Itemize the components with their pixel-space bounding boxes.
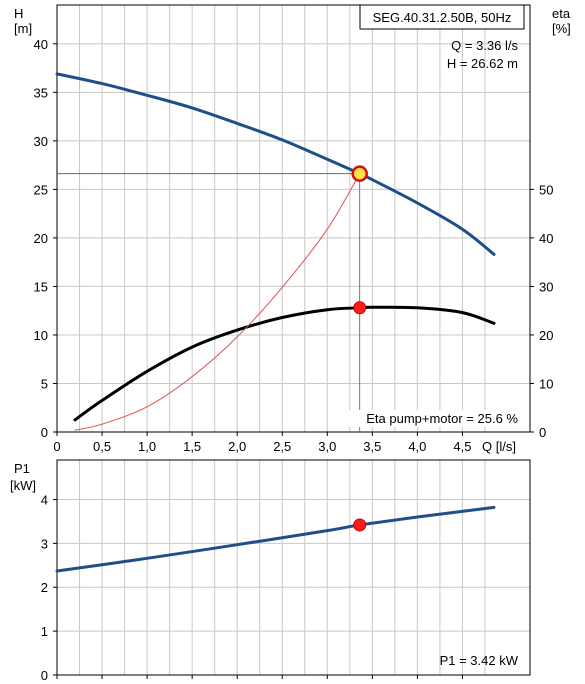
y-right-tick-label: 40	[539, 231, 553, 246]
power-tick-label: 3	[41, 536, 48, 551]
power-axis-label: P1	[14, 461, 30, 476]
power-chart-frame	[56, 459, 531, 676]
head-chart-ticks: 0 0,5 1,0 1,5 2,0 2,5 3,0 3,5 4,0 4,5 0 5 10 15 20 25 30…	[34, 37, 554, 454]
y-right-tick-label: 50	[539, 182, 553, 197]
power-annotation: P1 = 3.42 kW	[440, 653, 519, 668]
system-curve	[74, 173, 361, 431]
power-tick-label: 2	[41, 580, 48, 595]
y-left-tick-label: 0	[41, 425, 48, 440]
y-axis-right-label: eta	[552, 6, 571, 21]
x-tick-label: 0,5	[93, 439, 111, 454]
head-annotation: H = 26.62 m	[447, 56, 518, 71]
x-tick-label: 1,5	[183, 439, 201, 454]
y-left-tick-label: 40	[34, 37, 48, 52]
y-left-tick-label: 30	[34, 134, 48, 149]
y-right-tick-label: 0	[539, 425, 546, 440]
power-chart-series	[55, 505, 496, 573]
x-tick-label: 4,0	[408, 439, 426, 454]
efficiency-curve	[73, 305, 496, 422]
y-left-tick-label: 20	[34, 231, 48, 246]
head-curve	[55, 72, 496, 256]
power-chart-ticks: 0 1 2 3 4	[41, 492, 463, 683]
flow-annotation: Q = 3.36 l/s	[451, 38, 518, 53]
y-axis-left-label: H	[14, 6, 23, 21]
x-tick-label: 3,0	[318, 439, 336, 454]
power-tick-label: 1	[41, 624, 48, 639]
x-tick-label: 0	[53, 439, 60, 454]
y-right-tick-label: 20	[539, 328, 553, 343]
head-chart-grid	[56, 5, 530, 432]
y-left-tick-label: 35	[34, 85, 48, 100]
y-left-tick-label: 5	[41, 376, 48, 391]
x-tick-label: 2,0	[228, 439, 246, 454]
power-duty-point	[353, 518, 367, 532]
efficiency-duty-point	[353, 301, 367, 315]
chart-title: SEG.40.31.2.50B, 50Hz	[373, 10, 512, 25]
x-tick-label: 1,0	[138, 439, 156, 454]
x-tick-label: 2,5	[273, 439, 291, 454]
x-axis-label-bg	[478, 433, 530, 453]
title-box	[359, 4, 525, 30]
y-left-tick-label: 25	[34, 182, 48, 197]
y-right-tick-label: 10	[539, 376, 553, 391]
power-tick-label: 4	[41, 492, 48, 507]
power-axis-unit: [kW]	[10, 478, 36, 493]
power-curve	[55, 505, 496, 573]
eta-annotation-bg	[343, 410, 523, 427]
y-right-tick-label: 30	[539, 279, 553, 294]
x-tick-label: 3,5	[363, 439, 381, 454]
head-chart-series	[55, 72, 496, 432]
y-left-tick-label: 15	[34, 279, 48, 294]
y-left-tick-label: 10	[34, 328, 48, 343]
power-tick-label: 0	[41, 668, 48, 683]
eta-annotation: Eta pump+motor = 25.6 %	[366, 411, 518, 426]
y-axis-left-unit: [m]	[14, 21, 32, 36]
power-chart-grid	[56, 460, 530, 675]
x-tick-label: 4,5	[453, 439, 471, 454]
head-duty-point	[351, 165, 368, 182]
head-chart-frame	[56, 4, 531, 433]
x-axis-label: Q [l/s]	[482, 439, 516, 454]
y-axis-right-unit: [%]	[552, 21, 571, 36]
